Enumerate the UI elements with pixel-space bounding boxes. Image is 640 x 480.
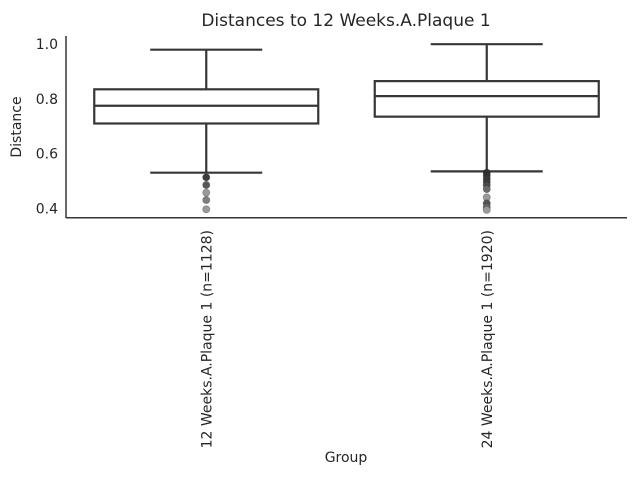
- x-axis-label: Group: [325, 450, 368, 466]
- y-tick-label: 0.8: [36, 92, 58, 108]
- plot-area: 0.4 0.6 0.8 1.0 12 Weeks.A.Plaque 1 (n=1128)…: [36, 36, 627, 448]
- x-tick-label: 12 Weeks.A.Plaque 1 (n=1128): [199, 230, 215, 448]
- outlier-dot: [202, 205, 211, 214]
- y-tick-label: 0.6: [36, 147, 58, 163]
- outlier-dot: [202, 173, 211, 182]
- outlier-dot: [202, 196, 211, 205]
- x-tick-label: 24 Weeks.A.Plaque 1 (n=1920): [480, 230, 496, 448]
- y-axis-label: Distance: [9, 96, 25, 157]
- iqr-box: [373, 80, 600, 118]
- outlier-dot: [202, 181, 211, 190]
- chart-title: Distances to 12 Weeks.A.Plaque 1: [201, 11, 490, 31]
- outlier-dot: [482, 185, 491, 194]
- y-tick-label: 1.0: [36, 37, 58, 53]
- outlier-dot: [202, 188, 211, 197]
- outlier-dot: [482, 205, 491, 214]
- y-tick-label: 0.4: [36, 201, 58, 217]
